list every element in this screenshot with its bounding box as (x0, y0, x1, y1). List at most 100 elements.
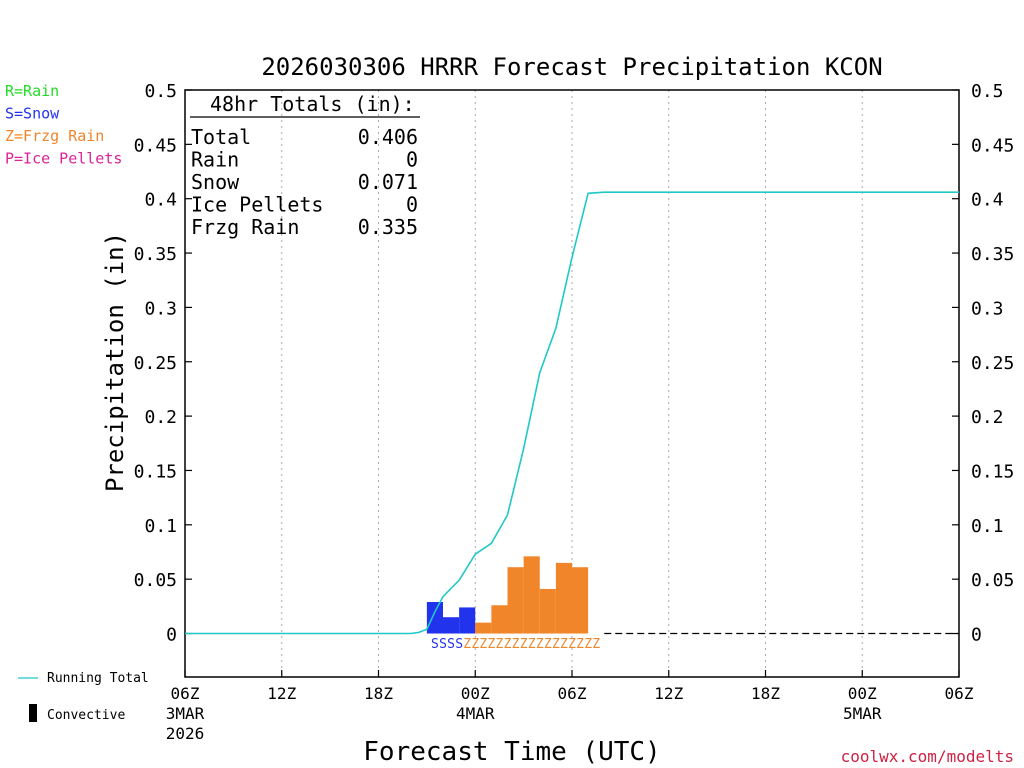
ptype-marker-6: Z (479, 637, 487, 652)
ytick-label-right-5: 0.25 (971, 353, 1014, 374)
xtick-date-0: 3MAR (166, 704, 205, 723)
y-axis-label: Precipitation (in) (101, 232, 129, 492)
precip-bar-2 (459, 607, 476, 634)
ytick-label-right-0: 0 (971, 625, 982, 646)
precip-bar-5 (507, 567, 524, 634)
legend-type-2: Z=Frzg Rain (5, 127, 104, 145)
totals-value-4: 0.335 (358, 215, 418, 239)
ytick-label-left-9: 0.45 (134, 135, 177, 156)
ptype-marker-4: Z (463, 637, 471, 652)
precip-bar-3 (475, 622, 492, 634)
ptype-marker-14: Z (544, 637, 552, 652)
precip-type-legend: R=Rain S=Snow Z=Frzg Rain P=Ice Pellets (5, 82, 122, 168)
ytick-label-left-10: 0.5 (144, 81, 177, 102)
convective-legend: Convective (29, 704, 125, 723)
ptype-marker-20: Z (592, 637, 600, 652)
ytick-label-left-6: 0.3 (144, 298, 177, 319)
ptype-marker-17: Z (568, 637, 576, 652)
hourly-precip-bars (426, 556, 589, 634)
xtick-date-7: 5MAR (843, 704, 882, 723)
ytick-label-right-3: 0.15 (971, 461, 1014, 482)
totals-rows: Total 0.406 Rain 0 Snow 0.071 Ice Pellets 0 Frzg… (191, 125, 418, 239)
ytick-label-right-8: 0.4 (971, 190, 1004, 211)
totals-value-2: 0.071 (358, 170, 418, 194)
ptype-marker-15: Z (552, 637, 560, 652)
vertical-gridlines (281, 90, 863, 677)
ptype-marker-3: S (455, 637, 463, 652)
running-total-legend: Running Total (18, 671, 149, 686)
totals-box: 48hr Totals (in): Total 0.406 Rain 0 Snow 0.0… (190, 92, 420, 239)
xtick-label-2: 18Z (364, 684, 393, 703)
x-axis-label: Forecast Time (UTC) (363, 737, 660, 767)
precip-bar-9 (572, 567, 589, 634)
totals-value-3: 0 (406, 193, 418, 217)
credit-text: coolwx.com/modelts (841, 747, 1014, 766)
ptype-marker-19: Z (584, 637, 592, 652)
ytick-label-right-10: 0.5 (971, 81, 1004, 102)
xtick-label-3: 00Z (461, 684, 490, 703)
xtick-label-0: 06Z (171, 684, 200, 703)
precip-bar-1 (443, 617, 460, 634)
xtick-label-4: 06Z (558, 684, 587, 703)
ptype-marker-7: Z (487, 637, 495, 652)
ptype-marker-10: Z (512, 637, 520, 652)
running-total-polyline (185, 191, 959, 635)
ptype-marker-5: Z (471, 637, 479, 652)
xtick-label-1: 12Z (267, 684, 296, 703)
ytick-label-right-9: 0.45 (971, 135, 1014, 156)
ptype-marker-11: Z (520, 637, 528, 652)
totals-label-1: Rain (191, 148, 239, 172)
totals-label-2: Snow (191, 170, 240, 194)
xtick-date-3: 4MAR (456, 704, 495, 723)
legend-type-1: S=Snow (5, 105, 60, 123)
convective-legend-swatch (29, 704, 37, 722)
totals-value-0: 0.406 (358, 125, 418, 149)
ptype-marker-12: Z (528, 637, 536, 652)
totals-label-4: Frzg Rain (191, 215, 299, 239)
xtick-year-0: 2026 (166, 724, 205, 743)
ytick-label-right-4: 0.2 (971, 407, 1004, 428)
precip-bar-6 (523, 556, 540, 634)
y-tick-labels-left: 0 0.05 0.1 0.15 0.2 0.25 0.3 0.35 0.4 0.45 0.5 (134, 81, 177, 646)
ytick-label-right-6: 0.3 (971, 298, 1004, 319)
precip-bar-8 (555, 562, 572, 634)
ytick-label-left-4: 0.2 (144, 407, 177, 428)
xtick-label-8: 06Z (945, 684, 974, 703)
ytick-label-left-7: 0.35 (134, 244, 177, 265)
ptype-marker-0: S (431, 637, 439, 652)
ptype-marker-8: Z (496, 637, 504, 652)
precip-bar-4 (491, 605, 508, 634)
legend-type-3: P=Ice Pellets (5, 150, 122, 168)
totals-header: 48hr Totals (in): (210, 92, 415, 116)
ptype-marker-1: S (439, 637, 447, 652)
precip-bar-7 (539, 588, 556, 634)
ptype-marker-16: Z (560, 637, 568, 652)
ytick-label-left-0: 0 (166, 625, 177, 646)
totals-label-3: Ice Pellets (191, 193, 323, 217)
totals-label-0: Total (191, 125, 251, 149)
chart-title: 2026030306 HRRR Forecast Precipitation K… (261, 53, 882, 81)
xtick-label-5: 12Z (654, 684, 683, 703)
ytick-label-right-1: 0.05 (971, 570, 1014, 591)
ptype-marker-9: Z (504, 637, 512, 652)
ytick-label-right-2: 0.1 (971, 516, 1004, 537)
ptype-marker-13: Z (536, 637, 544, 652)
ytick-label-left-2: 0.1 (144, 516, 177, 537)
xtick-label-7: 00Z (848, 684, 877, 703)
ptype-marker-2: S (447, 637, 455, 652)
precip-bar-0 (426, 601, 443, 634)
totals-value-1: 0 (406, 148, 418, 172)
convective-legend-label: Convective (47, 708, 125, 723)
running-total-legend-label: Running Total (47, 671, 149, 686)
legend-type-0: R=Rain (5, 82, 59, 100)
ytick-label-left-5: 0.25 (134, 353, 177, 374)
ytick-label-left-3: 0.15 (134, 461, 177, 482)
running-total-line (185, 191, 959, 635)
ytick-label-left-8: 0.4 (144, 190, 177, 211)
ytick-label-right-7: 0.35 (971, 244, 1014, 265)
y-tick-labels-right: 0 0.05 0.1 0.15 0.2 0.25 0.3 0.35 0.4 0.45 0.5 (971, 81, 1014, 646)
ytick-label-left-1: 0.05 (134, 570, 177, 591)
